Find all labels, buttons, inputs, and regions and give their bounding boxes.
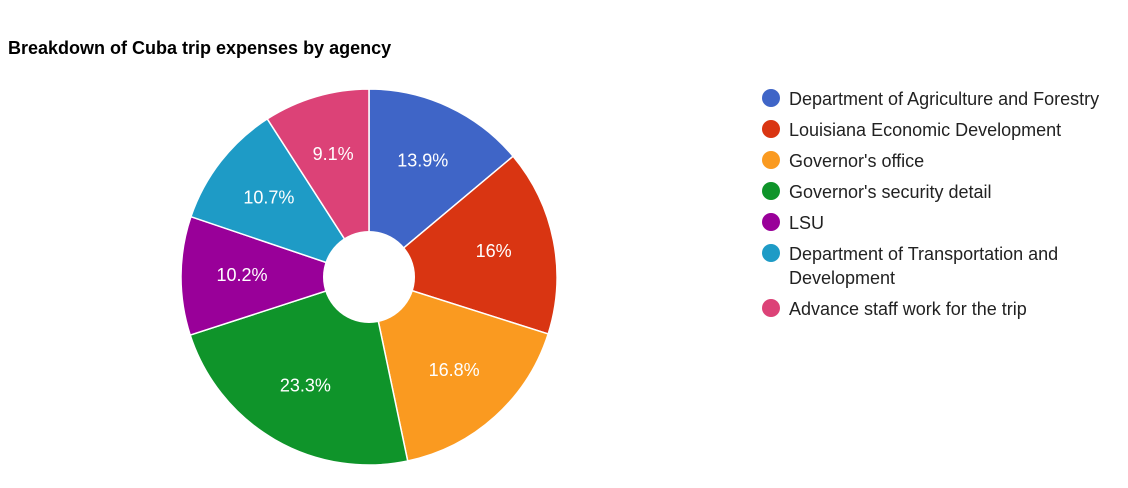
legend-item-0[interactable]: Department of Agriculture and Forestry	[762, 87, 1122, 111]
legend-swatch-3	[762, 182, 780, 200]
legend-label-4: LSU	[789, 213, 825, 233]
legend-swatch-1	[762, 120, 780, 138]
chart-legend: Department of Agriculture and Forestry Lo…	[762, 87, 1122, 328]
legend-swatch-6	[762, 299, 780, 317]
pie-slice-3[interactable]	[189, 276, 409, 466]
legend-item-4[interactable]: LSU	[762, 211, 1122, 235]
pie-slice-6[interactable]	[266, 88, 370, 280]
legend-swatch-2	[762, 151, 780, 169]
legend-swatch-5	[762, 244, 780, 262]
chart-title: Breakdown of Cuba trip expenses by agenc…	[8, 38, 392, 58]
legend-label-6: Advance staff work for the trip	[789, 299, 1027, 319]
pie-slice-5[interactable]	[189, 117, 371, 279]
legend-label-0: Department of Agriculture and Forestry	[789, 89, 1100, 109]
slice-label-5: 10.7%	[243, 188, 294, 208]
slice-label-2: 16.8%	[429, 360, 480, 380]
pie-slice-4[interactable]	[180, 215, 372, 337]
legend-label-5: Department of Transportation and Develop…	[789, 244, 1059, 288]
legend-swatch-4	[762, 213, 780, 231]
legend-swatch-0	[762, 89, 780, 107]
slice-label-1: 16%	[476, 241, 512, 261]
pie-slice-0[interactable]	[368, 88, 515, 279]
pie-slice-1[interactable]	[367, 155, 558, 335]
legend-item-6[interactable]: Advance staff work for the trip	[762, 297, 1122, 321]
legend-label-2: Governor's office	[789, 151, 925, 171]
legend-item-5[interactable]: Department of Transportation and Develop…	[762, 242, 1122, 290]
pie-slice-2[interactable]	[368, 275, 550, 462]
slice-label-0: 13.9%	[397, 151, 448, 171]
slice-label-6: 9.1%	[313, 144, 354, 164]
legend-item-2[interactable]: Governor's office	[762, 149, 1122, 173]
donut-hole	[323, 231, 415, 323]
legend-item-3[interactable]: Governor's security detail	[762, 180, 1122, 204]
slice-label-4: 10.2%	[216, 265, 267, 285]
slice-label-3: 23.3%	[280, 376, 331, 396]
legend-label-1: Louisiana Economic Development	[789, 120, 1062, 140]
legend-item-1[interactable]: Louisiana Economic Development	[762, 118, 1122, 142]
legend-label-3: Governor's security detail	[789, 182, 992, 202]
